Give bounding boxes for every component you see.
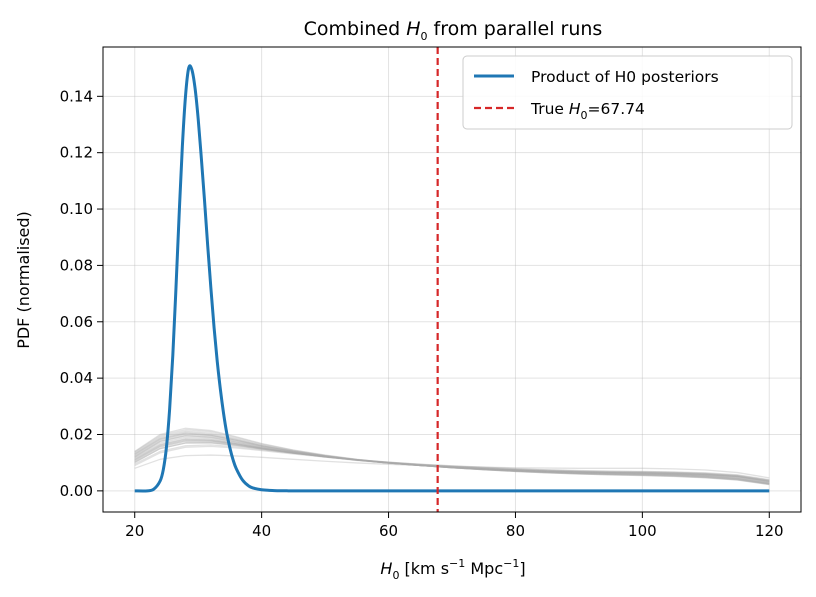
x-tick-label: 40: [252, 522, 271, 540]
x-tick-label: 80: [506, 522, 525, 540]
individual-run-curve: [134, 433, 770, 484]
y-tick-label: 0.00: [60, 482, 93, 500]
y-tick-label: 0.14: [60, 87, 93, 105]
individual-run-curve: [134, 445, 770, 481]
individual-run-curve: [134, 436, 770, 483]
x-axis-title: H0 [km s−1 Mpc−1]: [380, 557, 525, 582]
individual-run-curve: [134, 434, 770, 484]
individual-run-curve: [134, 438, 770, 483]
legend: Product of H0 posteriors True H0=67.74: [462, 55, 793, 130]
y-tick-label: 0.04: [60, 369, 93, 387]
individual-run-curve: [134, 440, 770, 482]
plot-frame: [102, 46, 802, 513]
y-axis-title: PDF (normalised): [14, 211, 33, 349]
individual-run-curve: [134, 444, 770, 481]
individual-run-curve: [134, 430, 770, 485]
individual-run-curve: [134, 440, 770, 482]
y-tick-label: 0.02: [60, 426, 93, 444]
y-tick-label: 0.10: [60, 200, 93, 218]
legend-label-product: Product of H0 posteriors: [531, 68, 719, 86]
legend-box: [462, 55, 793, 130]
individual-run-curve: [134, 454, 770, 479]
x-tick-label: 20: [125, 522, 144, 540]
individual-run-curves: [134, 427, 770, 486]
y-tick-label: 0.08: [60, 256, 93, 274]
x-axis-ticks: 20 40 60 80 100 120: [125, 512, 784, 540]
product-posterior-layer: [134, 64, 770, 493]
x-tick-label: 100: [628, 522, 657, 540]
x-tick-label: 120: [755, 522, 784, 540]
y-axis-ticks: 0.00 0.02 0.04 0.06 0.08 0.10 0.12 0.14: [60, 87, 103, 500]
individual-run-curve: [134, 438, 770, 483]
individual-run-curve: [134, 442, 770, 482]
product-posterior-curve: [134, 64, 770, 493]
individual-run-curve: [134, 433, 770, 485]
legend-label-true: True H0=67.74: [530, 100, 645, 122]
individual-run-curve: [134, 429, 770, 486]
y-tick-label: 0.12: [60, 144, 93, 162]
individual-run-curve: [134, 439, 770, 482]
individual-run-curve: [134, 442, 770, 482]
x-tick-label: 60: [379, 522, 398, 540]
chart-title: Combined H0 from parallel runs: [304, 18, 603, 43]
individual-run-curve: [134, 432, 770, 485]
y-tick-label: 0.06: [60, 313, 93, 331]
individual-run-curve: [134, 427, 770, 486]
individual-run-curve: [134, 435, 770, 484]
individual-run-curve: [134, 431, 770, 485]
